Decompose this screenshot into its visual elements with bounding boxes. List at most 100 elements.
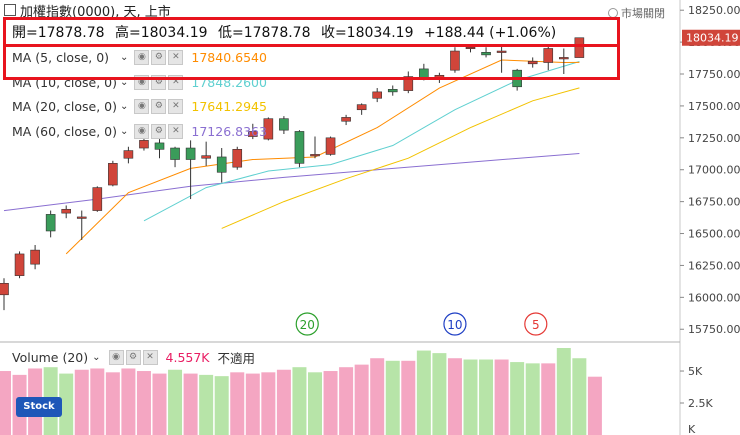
indicator-row-ma20[interactable]: MA (20, close, 0) ⌄ ◉ ⚙ ✕ 17641.2945 <box>12 97 267 115</box>
volume-tick-label: 5K <box>688 365 703 378</box>
volume-bar <box>245 373 260 435</box>
date-marker: 10 <box>443 312 467 336</box>
candle-body <box>263 118 274 140</box>
ma10-line <box>143 61 580 222</box>
gear-icon[interactable]: ⚙ <box>151 123 167 139</box>
volume-bar <box>463 359 478 435</box>
volume-bar <box>587 376 602 435</box>
volume-axis: 2.5K 5K K <box>680 365 713 435</box>
volume-bar <box>494 359 509 435</box>
eye-icon[interactable]: ◉ <box>108 350 124 365</box>
candle-body <box>310 154 320 157</box>
candle <box>481 47 491 58</box>
volume-bar <box>525 363 540 435</box>
close-icon[interactable]: ✕ <box>168 49 184 65</box>
candle-body <box>45 214 56 232</box>
indicator-value: 17126.8363 <box>191 123 267 139</box>
price-tick-label: 17500.00 <box>688 100 740 113</box>
volume-bar <box>136 371 151 435</box>
grid <box>0 0 681 435</box>
candle-body <box>14 253 25 276</box>
volume-bar <box>230 372 245 435</box>
candle <box>248 123 258 140</box>
eye-icon[interactable]: ◉ <box>134 98 150 114</box>
volume-bar <box>479 359 494 435</box>
candle <box>76 210 87 240</box>
candle-body <box>356 104 367 111</box>
candle-body <box>108 163 118 186</box>
volume-bar <box>121 368 136 435</box>
price-tick-label: 17750.00 <box>688 68 740 81</box>
volume-tick-label: 2.5K <box>688 397 713 410</box>
chart-title: 加權指數(0000), 天, 上市 <box>20 4 171 20</box>
candle <box>558 48 569 75</box>
candle <box>294 130 305 168</box>
volume-bar <box>276 369 291 435</box>
date-markers: 20 10 5 <box>295 312 548 336</box>
price-tick-label: 16250.00 <box>688 259 740 272</box>
price-tick-label: 16500.00 <box>688 228 740 241</box>
volume-bar <box>354 364 369 435</box>
volume-bar <box>401 360 416 435</box>
candle <box>450 47 460 73</box>
date-marker: 5 <box>524 312 548 336</box>
volume-bars <box>0 348 602 435</box>
close-icon[interactable]: ✕ <box>142 350 158 365</box>
indicator-value: 17641.2945 <box>191 98 267 114</box>
volume-label[interactable]: Volume (20) <box>12 350 89 365</box>
volume-bar <box>432 353 447 435</box>
volume-legend[interactable]: Volume (20) ⌄ ◉ ⚙ ✕ 4.557K 不適用 <box>12 348 255 367</box>
candle-body <box>481 52 491 56</box>
chevron-down-icon[interactable]: ⌄ <box>120 100 129 112</box>
chevron-down-icon[interactable]: ⌄ <box>120 76 129 88</box>
date-marker-label: 10 <box>447 318 462 332</box>
candle <box>30 245 40 270</box>
volume-tick-label: K <box>688 423 696 435</box>
market-status-text: 市場關閉 <box>621 7 665 20</box>
volume-bar <box>214 376 229 435</box>
chevron-down-icon[interactable]: ⌄ <box>120 125 129 137</box>
candle <box>45 210 56 238</box>
candle-body <box>450 50 460 71</box>
gear-icon[interactable]: ⚙ <box>151 49 167 65</box>
volume-bar <box>510 362 525 435</box>
volume-bar <box>59 373 74 435</box>
close-icon[interactable]: ✕ <box>168 98 184 114</box>
gear-icon[interactable]: ⚙ <box>151 98 167 114</box>
candle <box>61 205 72 219</box>
candle-body <box>170 147 180 160</box>
candle-body <box>387 89 398 93</box>
candle-body <box>139 140 149 149</box>
volume-bar <box>168 369 183 435</box>
chevron-down-icon[interactable]: ⌄ <box>92 352 101 363</box>
candle <box>170 146 180 168</box>
volume-bar <box>90 368 105 435</box>
volume-bar <box>541 363 556 435</box>
indicator-label[interactable]: MA (60, close, 0) <box>12 123 118 139</box>
volume-value: 4.557K <box>165 350 210 365</box>
eye-icon[interactable]: ◉ <box>134 49 150 65</box>
indicator-label[interactable]: MA (5, close, 0) <box>12 49 110 65</box>
indicator-label[interactable]: MA (20, close, 0) <box>12 98 118 114</box>
candle-body <box>248 131 258 137</box>
volume-bar <box>323 371 338 435</box>
candle <box>154 139 165 159</box>
close-icon[interactable]: ✕ <box>168 123 184 139</box>
candle-body <box>496 50 507 53</box>
candle <box>263 117 274 141</box>
price-tick-label: 15750.00 <box>688 323 740 336</box>
candle <box>527 57 538 68</box>
volume-bar <box>308 372 322 435</box>
candle-body <box>279 118 289 131</box>
chevron-down-icon[interactable]: ⌄ <box>120 51 129 63</box>
indicator-row-ma60[interactable]: MA (60, close, 0) ⌄ ◉ ⚙ ✕ 17126.8363 <box>12 122 267 140</box>
indicator-row-ma5[interactable]: MA (5, close, 0) ⌄ ◉ ⚙ ✕ 17840.6540 <box>12 48 267 66</box>
candle <box>92 186 103 212</box>
chart-window-icon[interactable] <box>4 4 16 16</box>
ohlc-readout: 開=17878.78 高=18034.19 低=17878.78 收=18034… <box>12 22 562 42</box>
candle-body <box>76 216 87 219</box>
gear-icon[interactable]: ⚙ <box>125 350 141 365</box>
candle <box>201 141 211 166</box>
eye-icon[interactable]: ◉ <box>134 123 150 139</box>
